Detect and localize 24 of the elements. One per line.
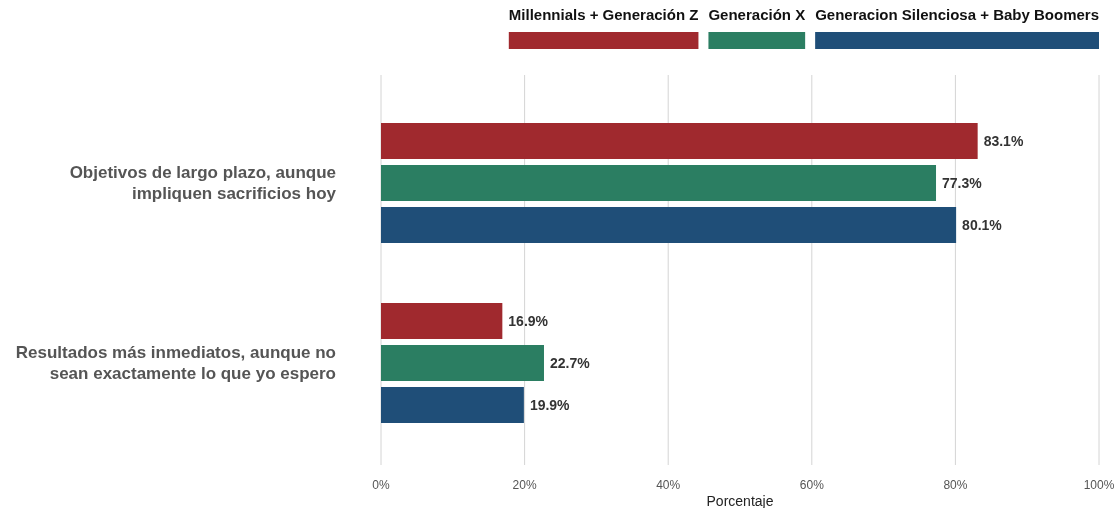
legend-key: Millennials + Generación Z	[508, 6, 699, 49]
x-tick-label: 80%	[943, 478, 968, 492]
x-axis-title: Porcentaje	[706, 493, 774, 508]
data-label: 80.1%	[962, 216, 1003, 233]
data-label: 77.3%	[942, 174, 983, 191]
bar	[381, 123, 978, 159]
y-tick-label: Resultados más inmediatos, aunque no sean exactamente lo que yo espero	[15, 343, 336, 384]
data-label: 16.9%	[508, 312, 549, 329]
legend-key: Generación X	[708, 6, 806, 49]
data-label: 22.7%	[549, 354, 591, 371]
bar	[381, 165, 937, 201]
x-tick-label: 100%	[1083, 478, 1115, 492]
y-tick-label: Objetivos de largo plazo, aunque impliquen sacrificios hoy	[69, 163, 337, 204]
bar	[381, 303, 503, 339]
x-tick-label: 60%	[799, 478, 825, 492]
bar	[381, 387, 524, 423]
legend-key: Generacion Silenciosa + Baby Boomers	[815, 6, 1099, 49]
data-label: 19.9%	[529, 396, 571, 413]
x-tick-label: 0%	[372, 478, 390, 492]
bar	[381, 345, 544, 381]
bar	[381, 207, 957, 243]
x-tick-label: 40%	[656, 478, 681, 492]
x-tick-label: 20%	[512, 478, 537, 492]
data-label: 83.1%	[983, 132, 1024, 149]
